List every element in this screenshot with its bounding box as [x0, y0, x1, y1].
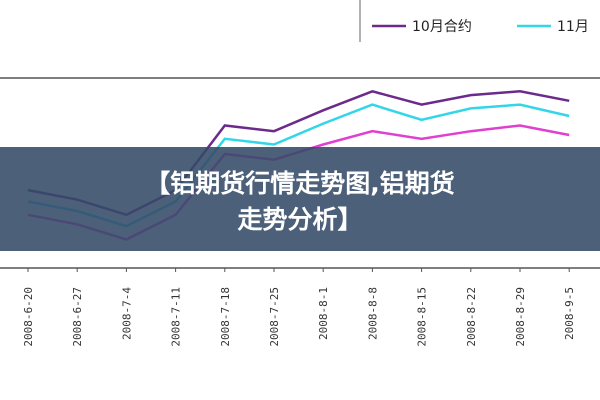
x-tick-label: 2008-7-18: [219, 287, 232, 347]
legend-label: 11月: [557, 19, 589, 35]
x-tick-label: 2008-8-8: [366, 287, 379, 340]
x-tick-label: 2008-6-27: [71, 287, 84, 347]
x-tick-label: 2008-8-22: [465, 287, 478, 347]
x-tick-label: 2008-7-11: [170, 287, 183, 347]
x-tick-label: 2008-8-1: [317, 287, 330, 340]
x-tick-label: 2008-9-5: [563, 287, 576, 340]
x-tick-label: 2008-8-15: [416, 287, 429, 347]
x-tick-label: 2008-7-25: [268, 287, 281, 347]
legend-label: 10月合约: [412, 19, 472, 35]
x-tick-label: 2008-7-4: [120, 287, 133, 340]
chart-title: 【铝期货行情走势图,铝期货走势分析】: [145, 169, 455, 234]
x-tick-label: 2008-8-29: [514, 287, 527, 347]
x-tick-label: 2008-6-20: [22, 287, 35, 347]
title-banner: [0, 147, 600, 251]
